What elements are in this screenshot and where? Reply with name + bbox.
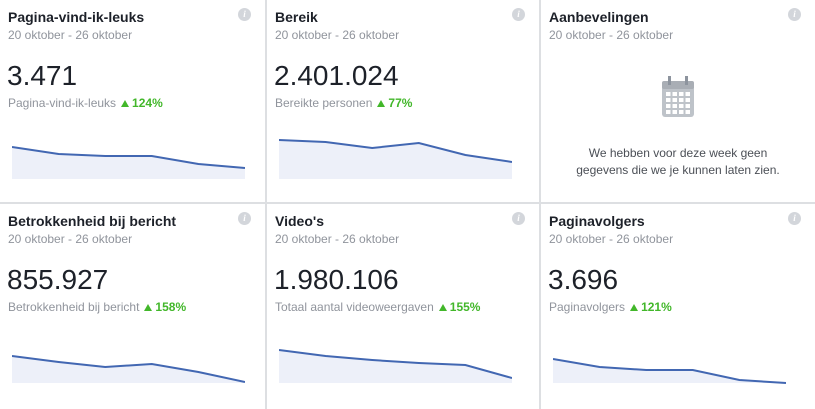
metric-label: Pagina-vind-ik-leuks 124%	[8, 96, 163, 110]
insight-card: Betrokkenheid bij bericht 20 oktober - 26…	[0, 204, 265, 409]
metric-label: Totaal aantal videoweergaven 155%	[275, 300, 480, 314]
date-range: 20 oktober - 26 oktober	[275, 232, 400, 246]
metric-value: 3.471	[7, 60, 78, 91]
metric-label: Paginavolgers 121%	[549, 300, 672, 314]
metric-name: Totaal aantal videoweergaven	[275, 300, 434, 314]
insight-card: Bereik 20 oktober - 26 oktober i 2.401.024 B…	[267, 0, 539, 202]
sparkline-line	[12, 146, 245, 169]
up-arrow	[438, 304, 447, 311]
empty-message: We hebben voor deze week geen gegevens di…	[541, 145, 815, 179]
metric-value: 855.927	[7, 264, 109, 295]
change-percent: 155%	[449, 300, 481, 314]
up-arrow	[630, 304, 639, 311]
date-range: 20 oktober - 26 oktober	[275, 28, 400, 42]
sparkline	[12, 146, 245, 179]
sparkline	[279, 139, 512, 179]
sparkline-line	[12, 355, 245, 383]
insight-card: Paginavolgers 20 oktober - 26 oktober i 3.6…	[541, 204, 815, 409]
metric-name: Bereikte personen	[275, 96, 373, 110]
up-arrow	[144, 304, 153, 311]
metric-value: 1.980.106	[274, 264, 399, 295]
sparkline-area	[279, 140, 512, 179]
metric-value: 3.696	[548, 264, 619, 295]
insight-card: Pagina-vind-ik-leuks 20 oktober - 26 okto…	[0, 0, 265, 202]
message-line: We hebben voor deze week geen	[588, 146, 768, 160]
card-title: Aanbevelingen	[549, 9, 649, 25]
card-title: Pagina-vind-ik-leuks	[8, 9, 145, 25]
card-title: Betrokkenheid bij bericht	[8, 213, 177, 229]
message-line: gegevens die we je kunnen laten zien.	[576, 163, 780, 177]
insight-card: Video's 20 oktober - 26 oktober i 1.980.106…	[267, 204, 539, 409]
change-percent: 158%	[155, 300, 187, 314]
info-icon[interactable]: i	[238, 8, 251, 21]
info-icon[interactable]: i	[788, 212, 801, 225]
metric-name: Paginavolgers	[549, 300, 626, 314]
change-percent: 124%	[132, 96, 163, 110]
metric-label: Betrokkenheid bij bericht 158%	[8, 300, 186, 314]
date-range: 20 oktober - 26 oktober	[549, 232, 674, 246]
metric-name: Betrokkenheid bij bericht	[8, 300, 140, 314]
card-title: Bereik	[275, 9, 318, 25]
sparkline-area	[279, 350, 512, 383]
info-icon[interactable]: i	[788, 8, 801, 21]
card-title: Paginavolgers	[549, 213, 645, 229]
sparkline	[279, 349, 512, 383]
date-range: 20 oktober - 26 oktober	[8, 232, 133, 246]
up-arrow	[121, 100, 130, 107]
info-icon[interactable]: i	[512, 8, 525, 21]
calendar-icon	[662, 76, 694, 117]
metric-label: Bereikte personen 77%	[275, 96, 412, 110]
sparkline-line	[279, 349, 512, 379]
metric-value: 2.401.024	[274, 60, 399, 91]
info-icon[interactable]: i	[238, 212, 251, 225]
sparkline-area	[12, 356, 245, 383]
change-percent: 121%	[641, 300, 672, 314]
date-range: 20 oktober - 26 oktober	[8, 28, 133, 42]
metric-name: Pagina-vind-ik-leuks	[8, 96, 117, 110]
card-title: Video's	[275, 213, 324, 229]
sparkline	[553, 358, 786, 384]
up-arrow	[377, 100, 386, 107]
info-icon[interactable]: i	[512, 212, 525, 225]
date-range: 20 oktober - 26 oktober	[549, 28, 674, 42]
insight-card: Aanbevelingen 20 oktober - 26 oktober i We …	[541, 0, 815, 202]
sparkline	[12, 355, 245, 383]
sparkline-line	[279, 139, 512, 163]
change-percent: 77%	[388, 96, 413, 110]
sparkline-line	[553, 358, 786, 384]
